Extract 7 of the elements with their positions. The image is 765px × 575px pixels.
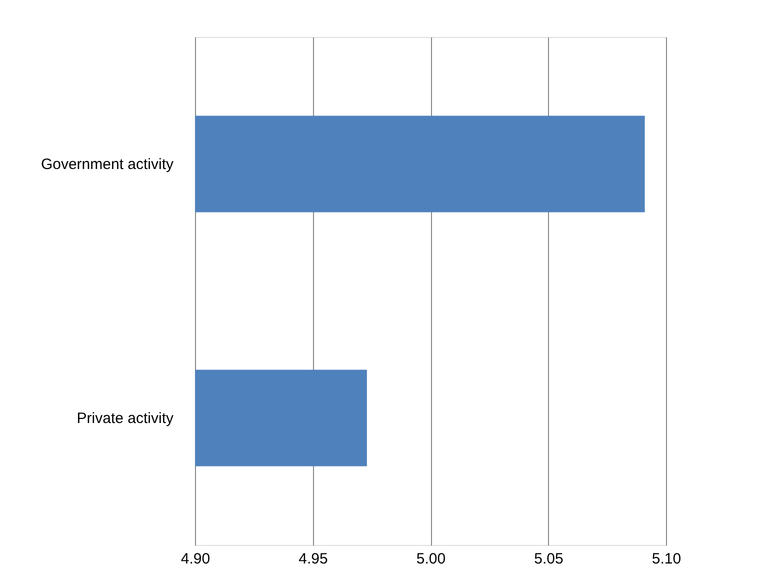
x-tick-label: 4.95 xyxy=(298,550,328,568)
x-tick-label: 4.90 xyxy=(180,550,210,568)
y-tick-label: Private activity xyxy=(76,410,174,427)
y-tick-label: Government activity xyxy=(40,156,174,173)
x-tick-label: 5.05 xyxy=(534,550,564,568)
x-tick-label: 5.00 xyxy=(416,550,446,568)
x-tick-label: 5.10 xyxy=(652,550,682,568)
